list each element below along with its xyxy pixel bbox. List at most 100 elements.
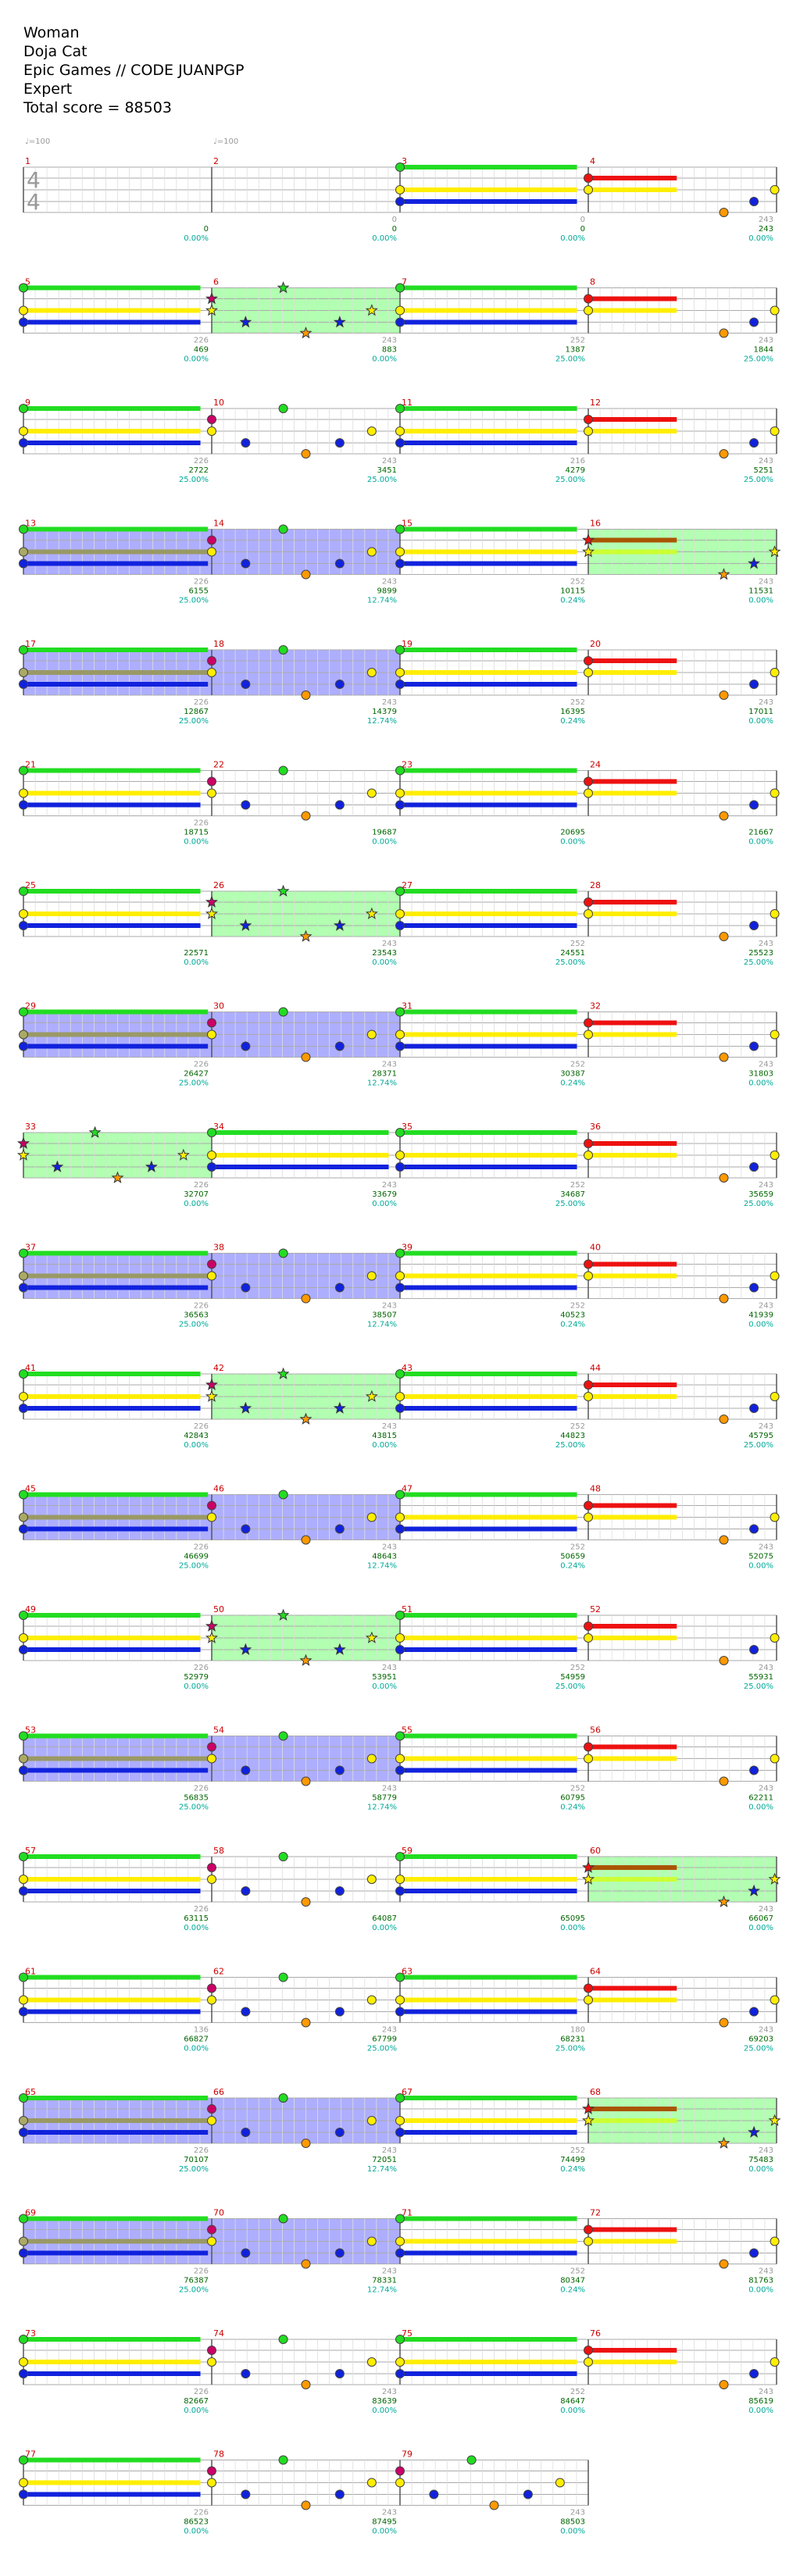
blue-note	[19, 921, 28, 930]
yellow-note	[584, 909, 593, 919]
cumulative-score: 70107	[184, 2156, 209, 2164]
blue-sustain	[400, 802, 577, 808]
green-note	[466, 2455, 477, 2465]
cumulative-score: 35659	[748, 1190, 773, 1199]
beat-ticks: 226	[194, 2388, 209, 2396]
cumulative-score: 883	[382, 346, 397, 355]
blue-star	[333, 1401, 346, 1414]
green-note	[278, 1248, 288, 1258]
blue-note	[523, 2489, 533, 2499]
green-note	[19, 887, 28, 896]
yellow-note	[19, 1512, 28, 1522]
blue-sustain	[23, 561, 209, 566]
measure-number: 54	[213, 1725, 224, 1736]
beat-ticks: 243	[759, 1302, 773, 1311]
blue-note	[749, 1041, 759, 1051]
yellow-note	[207, 2236, 216, 2246]
yellow-sustain	[588, 1636, 677, 1640]
yellow-star	[581, 2114, 595, 2126]
yellow-note	[395, 1151, 405, 1160]
multiplier-percent: 0.00%	[372, 355, 397, 364]
green-note	[278, 2214, 288, 2224]
yellow-sustain	[23, 1756, 209, 1761]
green-note	[19, 765, 28, 776]
blue-note	[241, 800, 251, 810]
red-note	[584, 1380, 593, 1390]
green-sustain	[400, 1492, 577, 1497]
cumulative-score: 76387	[184, 2277, 209, 2285]
blue-note	[749, 197, 759, 206]
yellow-note	[584, 1754, 593, 1764]
measure-number: 25	[25, 880, 36, 890]
multiplier-percent: 25.00%	[555, 355, 585, 364]
cumulative-score: 52979	[184, 1673, 209, 1682]
multiplier-percent: 0.00%	[748, 1079, 773, 1088]
blue-note	[334, 2248, 345, 2258]
yellow-note	[19, 2478, 28, 2488]
red-note	[207, 2466, 216, 2476]
multiplier-percent: 0.00%	[748, 234, 773, 243]
song-difficulty: Expert	[23, 80, 73, 98]
cumulative-score: 68231	[560, 2035, 585, 2044]
yellow-sustain	[588, 1394, 677, 1399]
beat-ticks: 243	[759, 337, 773, 345]
yellow-sustain	[400, 1273, 577, 1279]
yellow-sustain	[588, 790, 677, 796]
blue-note	[19, 1765, 28, 1775]
green-note	[395, 2093, 405, 2103]
yellow-sustain	[23, 2360, 201, 2364]
blue-note	[395, 2369, 405, 2378]
blue-star	[239, 919, 252, 931]
green-note	[19, 645, 28, 655]
multiplier-percent: 25.00%	[179, 717, 209, 726]
yellow-sustain	[400, 1877, 577, 1882]
cumulative-score: 56835	[184, 1794, 209, 1803]
multiplier-percent: 0.00%	[748, 717, 773, 726]
cumulative-score: 38507	[372, 1311, 397, 1320]
green-note	[395, 162, 405, 172]
multiplier-percent: 25.00%	[744, 958, 773, 967]
yellow-sustain	[400, 308, 577, 313]
beat-ticks: 226	[194, 1543, 209, 1552]
measure-number: 10	[213, 398, 224, 408]
measure-number: 29	[25, 1001, 36, 1011]
red-star	[205, 292, 219, 305]
cumulative-score: 52075	[748, 1553, 773, 1561]
red-note	[584, 294, 593, 304]
orange-star	[717, 1895, 730, 1907]
cumulative-score: 36563	[184, 1311, 209, 1320]
blue-note	[19, 1041, 28, 1051]
multiplier-percent: 25.00%	[555, 2045, 585, 2053]
green-note	[278, 1731, 288, 1741]
yellow-note	[366, 2478, 377, 2488]
green-sustain	[400, 889, 577, 894]
beat-ticks: 226	[194, 457, 209, 466]
green-note	[395, 2335, 405, 2344]
yellow-note	[395, 1995, 405, 2005]
yellow-note	[207, 1512, 216, 1522]
yellow-sustain	[400, 549, 577, 555]
yellow-note	[584, 305, 593, 316]
yellow-sustain	[23, 1394, 201, 1399]
red-star	[205, 1619, 219, 1632]
green-star	[88, 1126, 102, 1138]
cumulative-score: 19687	[372, 829, 397, 837]
measure-number: 68	[590, 2087, 601, 2097]
yellow-sustain	[23, 1877, 201, 1882]
blue-sustain	[23, 319, 201, 325]
orange-note	[719, 449, 729, 458]
multiplier-percent: 12.74%	[367, 1562, 397, 1571]
cumulative-score: 82667	[184, 2397, 209, 2406]
measure-number: 17	[25, 639, 36, 649]
beat-ticks: 243	[382, 1061, 397, 1069]
yellow-note	[584, 788, 593, 798]
multiplier-percent: 25.00%	[744, 1441, 773, 1450]
measure-number: 58	[213, 1846, 224, 1856]
green-note	[395, 1007, 405, 1017]
multiplier-percent: 12.74%	[367, 1804, 397, 1812]
measure-number: 12	[590, 398, 601, 408]
blue-note	[749, 1162, 759, 1172]
red-note	[207, 656, 216, 665]
orange-note	[719, 1293, 729, 1304]
cumulative-score: 17011	[748, 708, 773, 716]
